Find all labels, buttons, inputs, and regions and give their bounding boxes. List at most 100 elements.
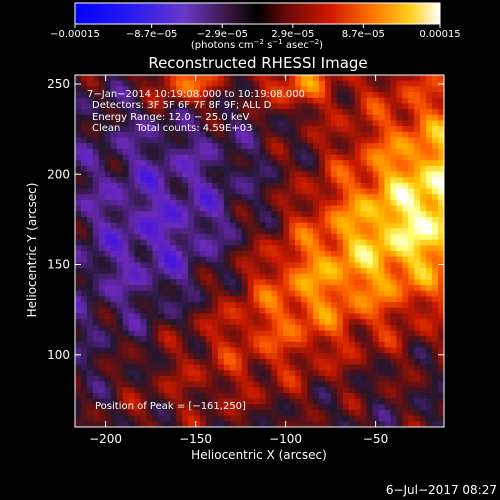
heatmap-cell bbox=[420, 109, 427, 116]
heatmap-cell bbox=[199, 358, 207, 365]
heatmap-cell bbox=[336, 171, 344, 178]
heatmap-cell bbox=[307, 381, 314, 388]
heatmap-cell bbox=[390, 313, 397, 320]
heatmap-cell bbox=[319, 347, 326, 354]
footer-date: 6−Jul−2017 08:27 bbox=[386, 483, 497, 497]
heatmap-cell bbox=[146, 358, 153, 365]
heatmap-cell bbox=[319, 381, 326, 388]
heatmap-cell bbox=[432, 364, 439, 371]
heatmap-cell bbox=[116, 409, 124, 417]
heatmap-cell bbox=[438, 319, 444, 326]
heatmap-cell bbox=[390, 364, 397, 371]
heatmap-cell bbox=[217, 160, 225, 167]
heatmap-cell bbox=[140, 245, 147, 252]
heatmap-cell bbox=[366, 341, 373, 348]
heatmap-cell bbox=[223, 262, 231, 269]
heatmap-cell bbox=[283, 381, 290, 388]
heatmap-cell bbox=[194, 353, 201, 360]
heatmap-cell bbox=[348, 296, 356, 303]
heatmap-cell bbox=[408, 392, 415, 400]
heatmap-cell bbox=[402, 92, 409, 99]
heatmap-cell bbox=[336, 199, 344, 206]
heatmap-cell bbox=[188, 109, 195, 116]
heatmap-cell bbox=[336, 245, 344, 252]
heatmap-cell bbox=[414, 404, 421, 411]
heatmap-cell bbox=[152, 256, 159, 263]
heatmap-cell bbox=[301, 109, 308, 116]
heatmap-cell bbox=[426, 188, 433, 195]
heatmap-cell bbox=[390, 353, 397, 360]
heatmap-cell bbox=[336, 177, 344, 184]
heatmap-cell bbox=[336, 137, 344, 144]
heatmap-cell bbox=[241, 80, 248, 87]
heatmap-cell bbox=[182, 319, 189, 326]
heatmap-cell bbox=[313, 233, 320, 241]
heatmap-cell bbox=[182, 228, 189, 235]
heatmap-cell bbox=[283, 75, 290, 82]
heatmap-cell bbox=[253, 245, 260, 252]
heatmap-cell bbox=[152, 154, 159, 161]
heatmap-cell bbox=[80, 228, 88, 235]
heatmap-cell bbox=[378, 353, 385, 360]
heatmap-cell bbox=[354, 103, 362, 110]
heatmap-cell bbox=[247, 279, 254, 286]
heatmap-cell bbox=[366, 358, 373, 365]
heatmap-cell bbox=[342, 387, 350, 394]
chart-title: Reconstructed RHESSI Image bbox=[148, 54, 367, 72]
heatmap-cell bbox=[271, 341, 278, 348]
heatmap-cell bbox=[360, 126, 368, 133]
heatmap-cell bbox=[223, 341, 231, 348]
heatmap-cell bbox=[235, 381, 243, 388]
heatmap-cell bbox=[324, 358, 332, 365]
heatmap-cell bbox=[152, 86, 159, 93]
heatmap-cell bbox=[140, 307, 147, 314]
heatmap-cell bbox=[104, 114, 112, 121]
heatmap-cell bbox=[324, 256, 332, 263]
heatmap-cell bbox=[235, 126, 243, 133]
heatmap-cell bbox=[229, 353, 237, 360]
heatmap-cell bbox=[223, 285, 231, 292]
heatmap-cell bbox=[80, 404, 88, 411]
heatmap-cell bbox=[247, 313, 254, 320]
heatmap-cell bbox=[271, 268, 278, 275]
heatmap-cell bbox=[348, 273, 356, 280]
heatmap-cell bbox=[247, 370, 254, 377]
heatmap-cell bbox=[348, 285, 356, 292]
heatmap-cell bbox=[241, 194, 248, 201]
heatmap-cell bbox=[182, 330, 189, 337]
heatmap-cell bbox=[116, 120, 124, 127]
heatmap-cell bbox=[342, 358, 350, 365]
heatmap-cell bbox=[307, 97, 314, 104]
heatmap-cell bbox=[86, 92, 94, 99]
heatmap-cell bbox=[330, 194, 338, 201]
heatmap-cell bbox=[313, 228, 320, 235]
heatmap-cell bbox=[414, 296, 421, 303]
heatmap-cell bbox=[402, 194, 409, 201]
heatmap-cell bbox=[390, 341, 397, 348]
heatmap-cell bbox=[92, 370, 100, 377]
heatmap-cell bbox=[211, 160, 219, 167]
heatmap-cell bbox=[253, 307, 260, 314]
heatmap-cell bbox=[295, 228, 302, 235]
heatmap-cell bbox=[205, 256, 213, 263]
heatmap-cell bbox=[354, 126, 362, 133]
heatmap-cell bbox=[158, 268, 165, 275]
heatmap-cell bbox=[235, 313, 243, 320]
heatmap-cell bbox=[265, 336, 272, 343]
heatmap-cell bbox=[432, 404, 439, 411]
heatmap-cell bbox=[170, 273, 177, 280]
heatmap-cell bbox=[408, 109, 415, 116]
heatmap-cell bbox=[235, 398, 243, 405]
heatmap-cell bbox=[313, 330, 320, 337]
heatmap-cell bbox=[253, 205, 260, 212]
heatmap-cell bbox=[348, 398, 356, 405]
heatmap-cell bbox=[98, 171, 106, 178]
heatmap-cell bbox=[164, 421, 171, 427]
heatmap-cell bbox=[211, 239, 219, 246]
heatmap-cell bbox=[360, 392, 368, 400]
heatmap-cell bbox=[235, 80, 243, 87]
heatmap-cell bbox=[199, 268, 207, 275]
heatmap-cell bbox=[253, 279, 260, 286]
heatmap-cell bbox=[414, 86, 421, 93]
heatmap-cell bbox=[211, 409, 219, 417]
